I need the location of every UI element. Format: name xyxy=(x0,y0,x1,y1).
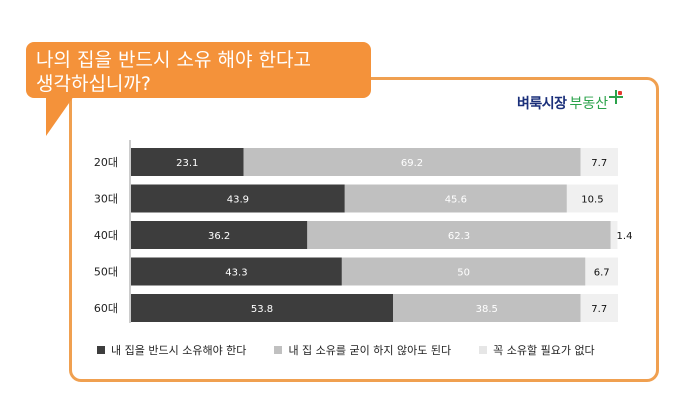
bar-segment xyxy=(131,221,308,249)
legend-label: 꼭 소유할 필요가 없다 xyxy=(493,344,595,357)
chart-title-line2: 생각하십니까? xyxy=(36,73,151,95)
plus-icon xyxy=(609,90,624,104)
legend: 내 집을 반드시 소유해야 한다 내 집 소유를 굳이 하지 않아도 된다 꼭 소유… xyxy=(97,342,595,358)
bar-segment xyxy=(566,184,618,213)
data-label: 45.6 xyxy=(445,195,467,206)
category-label: 20대 xyxy=(94,156,118,169)
bars-group: 20대 23.1 69.2 7.7 30대 43.9 45.6 10.5 40대 36.2 62.3… xyxy=(94,148,633,322)
bar-segment xyxy=(393,294,581,322)
category-label: 60대 xyxy=(94,302,118,315)
chart-title-line1: 나의 집을 반드시 소유 해야 한다고 xyxy=(36,49,311,71)
data-label: 10.5 xyxy=(581,195,603,206)
category-label: 50대 xyxy=(94,266,118,279)
chart-title: 나의 집을 반드시 소유 해야 한다고 생각하십니까? xyxy=(36,48,366,96)
bar-segment xyxy=(307,221,611,249)
bar-segment xyxy=(610,221,618,249)
legend-label: 내 집 소유를 굳이 하지 않아도 된다 xyxy=(288,344,452,357)
legend-item: 내 집 소유를 굳이 하지 않아도 된다 xyxy=(274,342,451,358)
logo-main-text: 벼룩시장 xyxy=(517,96,567,112)
data-label: 69.2 xyxy=(401,158,423,169)
data-label: 7.7 xyxy=(591,158,607,169)
bar-segment xyxy=(131,257,342,286)
bar-segment xyxy=(344,184,567,213)
data-label: 43.3 xyxy=(225,268,247,279)
data-label: 50 xyxy=(457,268,470,279)
data-label: 38.5 xyxy=(476,304,498,315)
bar-segment xyxy=(243,148,581,176)
bar-segment xyxy=(131,294,394,322)
data-label: 7.7 xyxy=(591,304,607,315)
bar-segment xyxy=(131,184,345,213)
title-bubble-tail xyxy=(46,96,74,136)
data-label: 6.7 xyxy=(594,268,610,279)
data-label: 43.9 xyxy=(227,195,249,206)
data-label: 23.1 xyxy=(176,158,198,169)
legend-item: 내 집을 반드시 소유해야 한다 xyxy=(97,342,246,358)
bar-segment xyxy=(341,257,586,286)
legend-swatch xyxy=(97,346,105,354)
legend-swatch xyxy=(479,346,488,354)
bar-segment xyxy=(580,148,618,176)
logo-sub-text: 부동산 xyxy=(569,96,609,112)
data-label: 62.3 xyxy=(448,231,470,242)
title-bubble xyxy=(26,42,371,98)
legend-label: 내 집을 반드시 소유해야 한다 xyxy=(111,344,247,357)
category-label: 30대 xyxy=(94,193,118,206)
bar-segment xyxy=(585,257,618,286)
category-label: 40대 xyxy=(94,229,118,242)
data-label: 53.8 xyxy=(251,304,273,315)
bar-segment xyxy=(580,294,618,322)
data-label: 1.4 xyxy=(617,231,633,242)
brand-logo: 벼룩시장 부동산 xyxy=(517,90,624,113)
bar-segment xyxy=(131,148,244,176)
legend-item: 꼭 소유할 필요가 없다 xyxy=(479,342,595,358)
legend-swatch xyxy=(274,346,283,354)
data-label: 36.2 xyxy=(208,231,230,242)
